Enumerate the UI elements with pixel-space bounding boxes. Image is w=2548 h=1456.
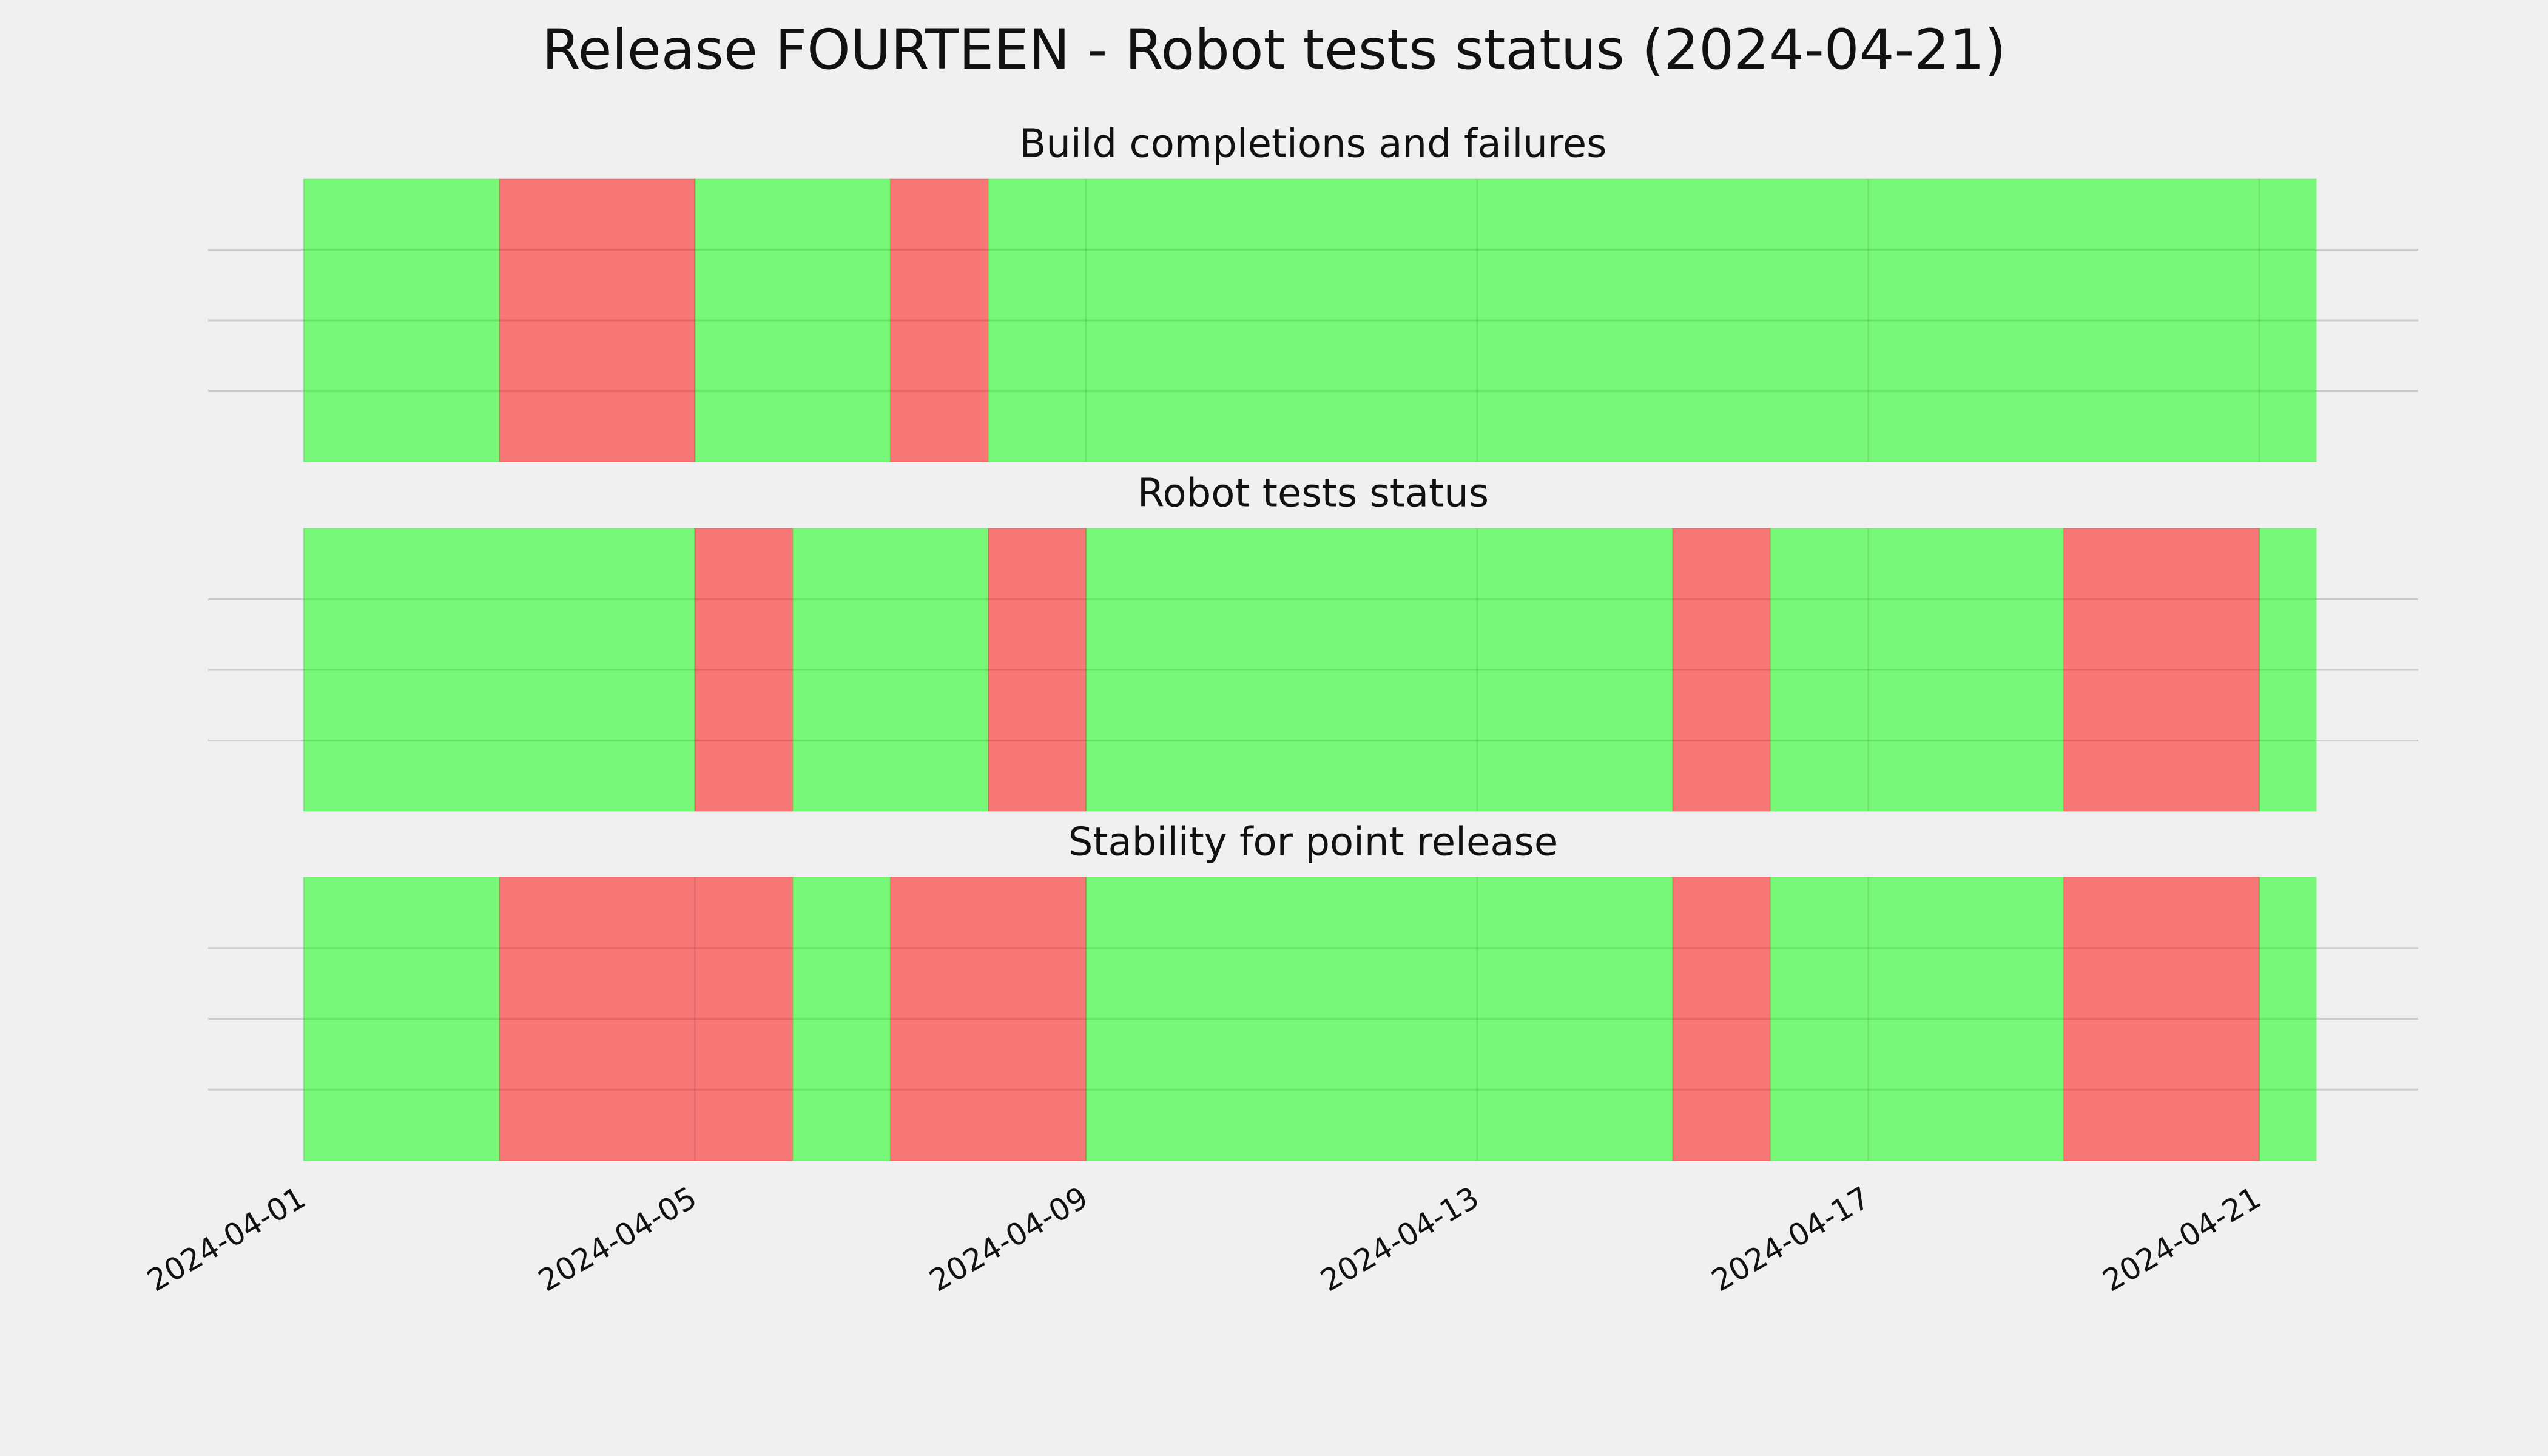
status-span: [1085, 877, 1674, 1161]
status-span: [303, 178, 500, 462]
status-span: [303, 528, 696, 812]
status-span: [2259, 877, 2317, 1161]
subplot-title: Stability for point release: [1068, 820, 1559, 865]
status-span: [499, 877, 794, 1161]
status-span: [1770, 528, 2064, 812]
subplot-title: Robot tests status: [1138, 471, 1489, 516]
status-span: [2259, 528, 2317, 812]
status-span: [1672, 528, 1771, 812]
status-span: [987, 178, 2317, 462]
status-span: [1085, 528, 1674, 812]
subplot-title: Build completions and failures: [1020, 122, 1607, 167]
status-span: [694, 528, 794, 812]
status-span: [987, 528, 1087, 812]
status-span: [694, 178, 891, 462]
status-span: [2063, 528, 2260, 812]
status-span: [499, 178, 696, 462]
status-span: [2063, 877, 2260, 1161]
status-span: [1672, 877, 1771, 1161]
chart-title: Release FOURTEEN - Robot tests status (2…: [542, 18, 2006, 82]
status-span: [303, 877, 500, 1161]
status-span: [792, 528, 989, 812]
status-span: [889, 877, 1087, 1161]
status-span: [792, 877, 891, 1161]
status-span: [1770, 877, 2064, 1161]
status-span: [889, 178, 989, 462]
